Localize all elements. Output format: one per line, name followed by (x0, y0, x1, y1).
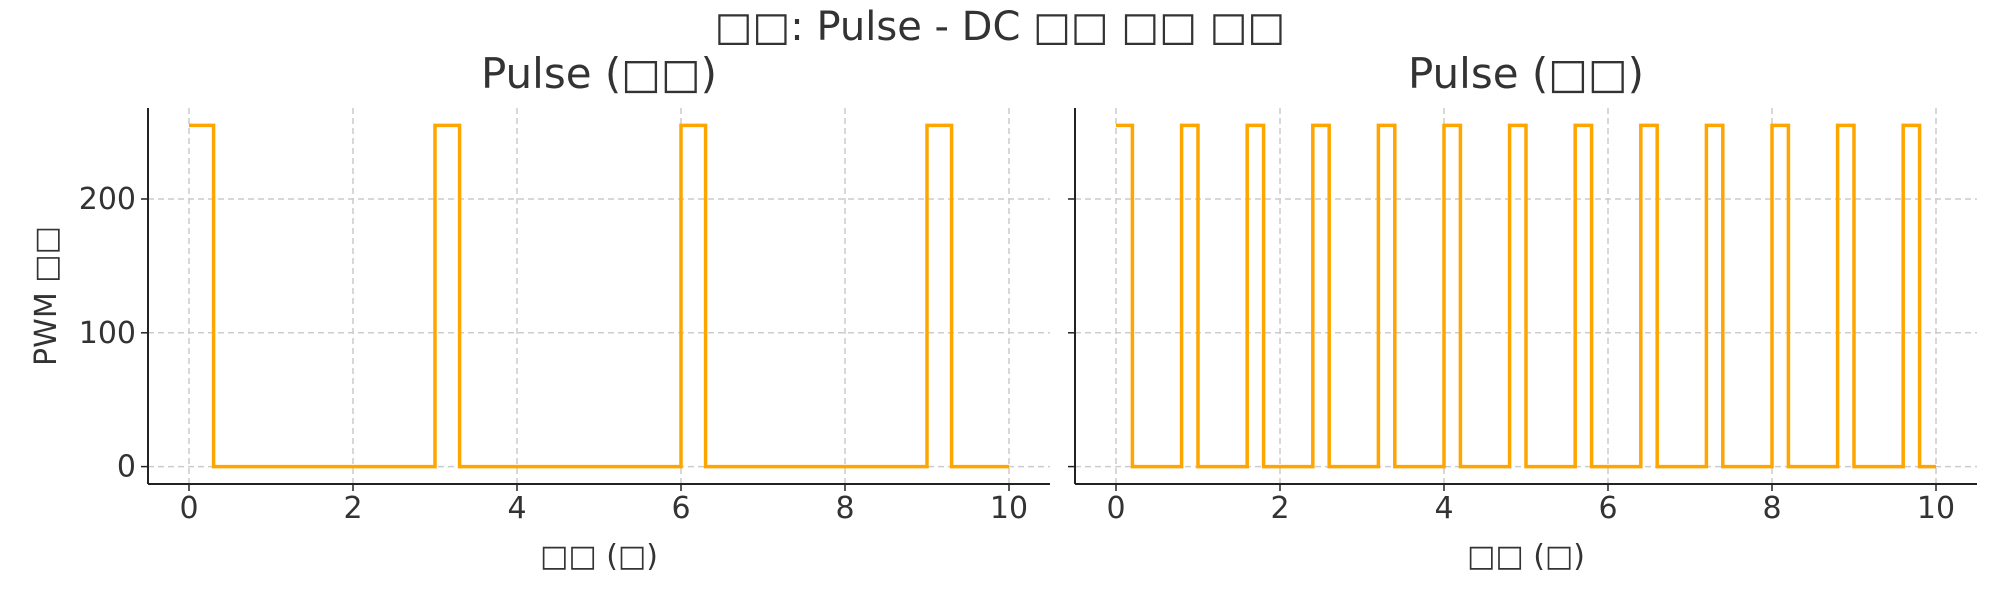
x-axis-label: □□ (□) (540, 539, 658, 574)
x-tick-label: 6 (1598, 491, 1617, 526)
x-tick-label: 0 (179, 491, 198, 526)
subplot-title: Pulse (□□) (1408, 49, 1644, 98)
x-tick-label: 0 (1106, 491, 1125, 526)
subplot-title: Pulse (□□) (481, 49, 717, 98)
pulse-series-line (189, 123, 1009, 469)
x-tick-label: 2 (1270, 491, 1289, 526)
x-axis-label: □□ (□) (1467, 539, 1585, 574)
pulse-series-line (1116, 123, 1936, 469)
x-tick-label: 4 (507, 491, 526, 526)
y-tick-label: 100 (79, 316, 136, 351)
y-axis-label: PWM □□ (29, 226, 64, 366)
x-tick-label: 8 (835, 491, 854, 526)
x-tick-label: 4 (1434, 491, 1453, 526)
x-tick-label: 2 (343, 491, 362, 526)
x-tick-label: 6 (671, 491, 690, 526)
x-tick-label: 10 (990, 491, 1028, 526)
figure-suptitle: □□: Pulse - DC □□ □□ □□ (714, 4, 1286, 50)
y-tick-label: 0 (117, 450, 136, 485)
x-tick-label: 10 (1917, 491, 1955, 526)
y-tick-label: 200 (79, 182, 136, 217)
x-tick-label: 8 (1762, 491, 1781, 526)
